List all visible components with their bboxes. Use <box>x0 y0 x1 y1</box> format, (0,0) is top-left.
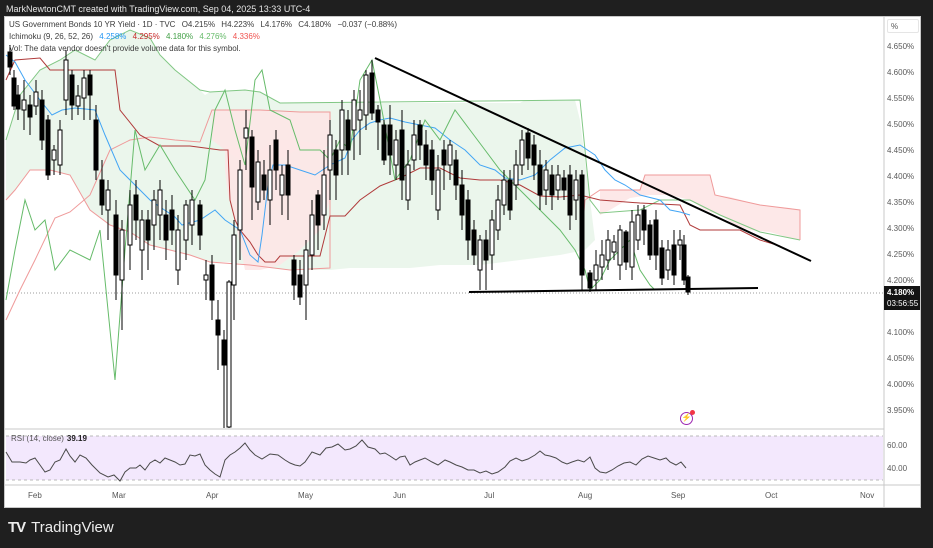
time-tick: Nov <box>860 491 875 500</box>
last-price: 4.180% <box>887 288 915 297</box>
lightning-event-icon[interactable]: ⚡ <box>680 410 695 425</box>
brand-label: TradingView <box>31 519 114 536</box>
tradingview-brand: TV TradingView <box>8 519 114 536</box>
rsi-label: RSI (14, close) <box>11 434 64 443</box>
price-tick: 4.400% <box>887 172 915 181</box>
time-tick: Feb <box>28 491 42 500</box>
time-tick: Aug <box>578 491 593 500</box>
kijun-value: 4.295% <box>132 32 160 41</box>
chart-caption: MarkNewtonCMT created with TradingView.c… <box>6 4 311 14</box>
symbol-legend[interactable]: US Government Bonds 10 YR Yield · 1D · T… <box>9 20 397 30</box>
rsi-band <box>6 436 883 480</box>
time-tick: Sep <box>671 491 686 500</box>
price-tick: 4.200% <box>887 276 915 285</box>
low-value: 4.176% <box>264 20 293 29</box>
change-value: −0.037 (−0.88%) <box>337 20 398 29</box>
price-tick: 4.550% <box>887 94 915 103</box>
time-tick: Mar <box>112 491 126 500</box>
rsi-line <box>5 439 687 482</box>
senkou-a-value: 4.276% <box>199 32 227 41</box>
senkou-b-line <box>5 109 331 321</box>
candlesticks <box>7 45 691 428</box>
support-trendline[interactable] <box>468 287 759 293</box>
last-price-badge: 4.180% 03:56:55 <box>884 286 920 310</box>
chikou-line <box>5 58 656 381</box>
ichimoku-label: Ichimoku (9, 26, 52, 26) <box>9 32 94 41</box>
time-tick: Apr <box>206 491 219 500</box>
chikou-value: 4.180% <box>166 32 194 41</box>
high-value: 4.223% <box>227 20 255 29</box>
descending-trendline[interactable] <box>374 57 812 262</box>
price-tick: 4.050% <box>887 354 915 363</box>
open-value: 4.215% <box>187 20 216 29</box>
symbol-title: US Government Bonds 10 YR Yield · 1D · T… <box>9 20 176 29</box>
close-value: 4.180% <box>304 20 332 29</box>
rsi-axis[interactable]: 60.00 40.00 <box>884 0 920 485</box>
tenkan-value: 4.258% <box>99 32 127 41</box>
senkou-b-value: 4.336% <box>232 32 260 41</box>
bar-countdown: 03:56:55 <box>887 299 919 308</box>
price-tick: 4.650% <box>887 42 915 51</box>
ichimoku-legend[interactable]: Ichimoku (9, 26, 52, 26) 4.258% 4.295% 4… <box>9 32 260 42</box>
close-label: C <box>298 20 305 29</box>
kijun-line <box>5 57 781 263</box>
volume-note: Vol: The data vendor doesn't provide vol… <box>9 44 241 53</box>
price-tick: 4.500% <box>887 120 915 129</box>
open-label: O <box>181 20 188 29</box>
low-label: L <box>260 20 265 29</box>
price-unit[interactable]: % <box>887 19 919 33</box>
notification-dot <box>690 410 695 415</box>
time-tick: May <box>298 491 314 500</box>
price-tick: 4.000% <box>887 380 915 389</box>
price-tick: 4.450% <box>887 146 915 155</box>
rsi-value: 39.19 <box>66 434 87 443</box>
rsi-tick: 40.00 <box>887 464 908 473</box>
price-tick: 4.250% <box>887 250 915 259</box>
senkou-b-line-future <box>579 174 801 259</box>
price-tick: 4.350% <box>887 198 915 207</box>
tradingview-logo-icon: TV <box>8 519 26 536</box>
price-axis[interactable]: 4.650% 4.600% 4.550% 4.500% 4.450% 4.400… <box>884 0 920 430</box>
price-tick: 4.100% <box>887 328 915 337</box>
time-tick: Oct <box>765 491 778 500</box>
rsi-legend[interactable]: RSI (14, close) 39.19 <box>11 434 87 443</box>
high-label: H <box>221 20 228 29</box>
price-tick: 3.950% <box>887 406 915 415</box>
rsi-tick: 60.00 <box>887 441 908 450</box>
time-tick: Jun <box>393 491 406 500</box>
time-tick: Jul <box>484 491 495 500</box>
price-tick: 4.300% <box>887 224 915 233</box>
price-tick: 4.600% <box>887 68 915 77</box>
